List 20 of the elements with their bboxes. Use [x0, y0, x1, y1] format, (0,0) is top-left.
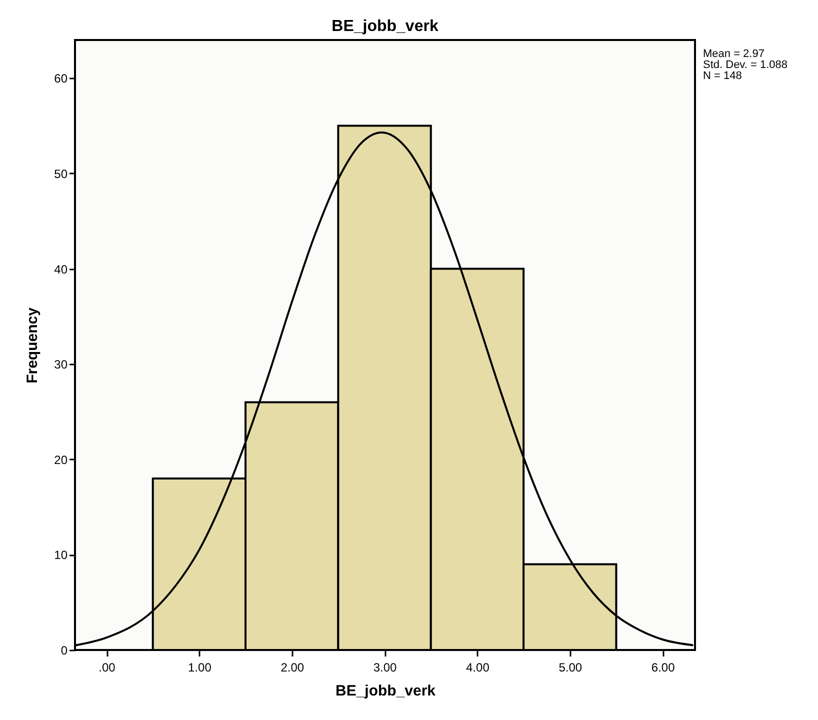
x-axis-title: BE_jobb_verk	[335, 682, 436, 700]
text: Mean = 2.97	[703, 48, 764, 60]
x-tick-label: 3.00	[373, 660, 398, 674]
x-tick-label: 5.00	[558, 660, 582, 674]
text: Std. Dev. = 1.088	[703, 59, 788, 71]
y-tick-label: 10	[54, 548, 68, 562]
x-tick-label: 4.00	[466, 660, 490, 674]
x-tick-label: 2.00	[280, 660, 304, 674]
y-tick-label: 20	[54, 452, 68, 467]
y-tick-label: 0	[60, 644, 68, 658]
y-tick-label: 40	[54, 262, 68, 276]
chart-title: BE_jobb_verk	[332, 18, 438, 35]
y-tick-label: 60	[54, 72, 68, 86]
x-tick-label: 6.00	[651, 660, 676, 674]
text: N = 148	[703, 70, 742, 82]
y-axis-title: Frequency	[24, 306, 42, 384]
x-tick-label: 1.00	[188, 660, 212, 674]
y-tick-label: 30	[54, 358, 68, 372]
x-tick-label: .00	[98, 660, 116, 674]
y-tick-label: 50	[54, 166, 68, 181]
